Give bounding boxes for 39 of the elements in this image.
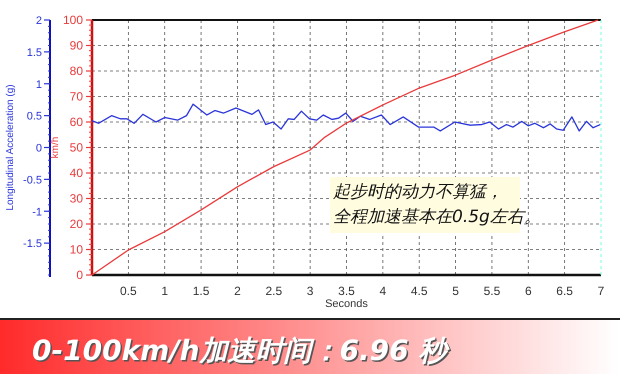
y-tick-label: 0.5 [26, 110, 42, 123]
y-tick-label: -0.5 [23, 174, 42, 186]
x-tick-label: 5.5 [484, 284, 501, 298]
x-tick-label: 6.5 [556, 284, 574, 298]
x-tick-label: 6 [524, 284, 532, 298]
x-tick-label: 2 [234, 284, 242, 298]
y2-tick-label: 20 [70, 217, 84, 231]
y2-tick-label: 100 [62, 13, 84, 27]
x-axis-title: Seconds [325, 298, 368, 310]
annotation: 起步时的动力不算猛， [333, 182, 503, 202]
x-tick-label: 3 [306, 284, 314, 298]
y2-tick-label: 40 [70, 166, 84, 180]
y2-tick-label: 70 [70, 90, 84, 104]
x-tick-label: 4 [380, 284, 387, 298]
y2-tick-label: 0 [76, 268, 84, 282]
y-tick-label: 2 [36, 15, 42, 27]
y2-tick-label: 10 [70, 242, 84, 256]
x-tick-label: 7 [598, 284, 605, 298]
y-tick-label: 1 [36, 78, 42, 91]
y-tick-label: -1 [32, 206, 42, 218]
y2-tick-label: 90 [70, 38, 84, 52]
x-tick-label: 0.5 [120, 284, 138, 298]
annotation: 全程加速基本在0.5g左右。 [333, 207, 541, 227]
y2-tick-label: 60 [70, 115, 84, 129]
y-tick-label: 0 [36, 142, 42, 154]
x-tick-label: 1.5 [192, 284, 210, 298]
x-tick-label: 2.5 [265, 284, 282, 298]
y2-tick-label: 50 [70, 140, 84, 154]
x-tick-label: 4.5 [410, 284, 428, 298]
y-axis-title: Longitudinal Acceleration (g) [5, 84, 16, 211]
y2-tick-label: 30 [70, 192, 84, 206]
x-tick-label: 1 [161, 284, 168, 298]
y2-axis-title: km/h [50, 136, 61, 158]
y-tick-label: 1.5 [26, 46, 42, 59]
y-tick-label: -1.5 [23, 238, 42, 250]
x-tick-label: 3.5 [338, 284, 356, 298]
text: 0-100km/h加速时间：6.96 秒 [32, 334, 450, 367]
y2-tick-label: 80 [70, 64, 84, 78]
x-tick-label: 5 [452, 284, 460, 298]
